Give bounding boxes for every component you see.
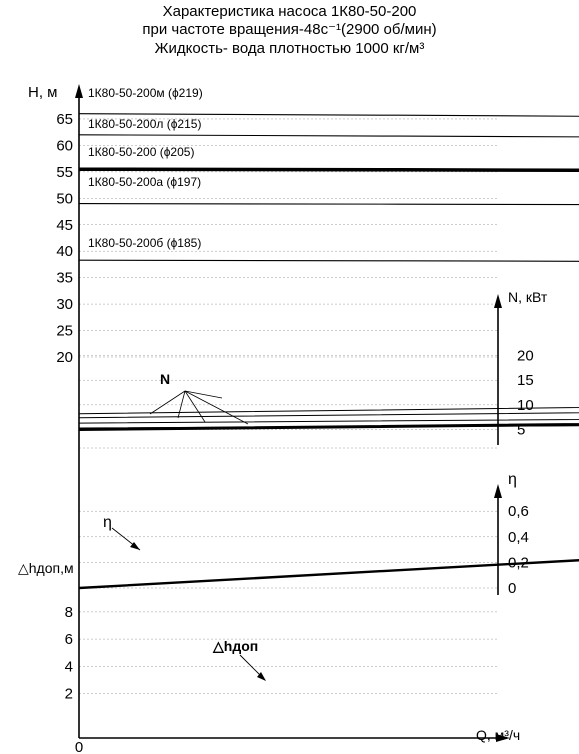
efficiency-tick-label: 0 [508,580,516,597]
efficiency-y-axis-arrow [494,484,502,498]
head-tick-label: 20 [56,349,73,366]
head-curve-label: 1К80-50-200м (ϕ219) [88,86,203,100]
power-curve [78,422,579,431]
npsh-axis-label: △hдоп,м [18,560,74,576]
npsh-tick-label: 8 [65,604,73,621]
efficiency-curve [78,559,579,590]
power-curve-pointer [184,390,206,423]
power-curve-pointer [184,390,249,425]
head-y-axis-arrow [75,84,83,98]
power-tick-label: 20 [517,348,534,365]
head-axis-label: H, м [28,84,57,101]
power-tick-label: 15 [517,372,534,389]
power-tick-label: 5 [517,422,525,439]
chart-subtitle-speed: при частоте вращения-48с⁻¹(2900 об/мин) [142,21,437,38]
power-curve-pointer [184,390,223,399]
head-tick-label: 40 [56,243,73,260]
power-axis-label: N, кВт [508,289,548,305]
power-curve-pointer [177,390,186,419]
npsh-tick-label: 2 [65,686,73,703]
head-tick-label: 25 [56,323,73,340]
chart-title: Характеристика насоса 1К80-50-200 [162,3,417,20]
head-curve-label: 1К80-50-200л (ϕ215) [88,117,201,131]
npsh-curve-label: △hдоп [212,638,258,654]
power-curve-label: N [160,371,170,387]
head-tick-label: 60 [56,137,73,154]
power-y-axis-arrow [494,294,502,308]
head-tick-label: 50 [56,190,73,207]
head-tick-label: 35 [56,270,73,287]
power-curve-pointer [149,390,186,415]
x-axis-label: Q, м³/ч [476,727,520,743]
efficiency-tick-label: 0,4 [508,529,529,546]
head-tick-label: 30 [56,296,73,313]
x-axis-arrow [496,734,510,742]
head-tick-label: 65 [56,111,73,128]
head-curve-label: 1К80-50-200б (ϕ185) [88,236,201,250]
npsh-tick-label: 6 [65,631,73,648]
efficiency-tick-label: 0,6 [508,503,529,520]
npsh-curve-pointer-head [257,672,266,681]
power-tick-label: 10 [517,397,534,414]
power-curve [78,412,579,419]
efficiency-curve-label: η [103,514,112,531]
head-tick-label: 55 [56,164,73,181]
efficiency-curve-pointer-head [130,542,140,550]
x-tick-label: 0 [75,739,83,754]
chart-subtitle-fluid: Жидкость- вода плотностью 1000 кг/м³ [154,40,425,57]
power-curve [78,425,579,429]
head-curve-label: 1К80-50-200а (ϕ197) [88,175,201,189]
head-curve [78,259,579,262]
head-curve-label: 1К80-50-200 (ϕ205) [88,145,194,159]
power-curve [78,406,579,415]
efficiency-axis-label: η [508,471,517,488]
head-tick-label: 45 [56,217,73,234]
power-curve [78,418,579,424]
npsh-tick-label: 4 [65,658,73,675]
